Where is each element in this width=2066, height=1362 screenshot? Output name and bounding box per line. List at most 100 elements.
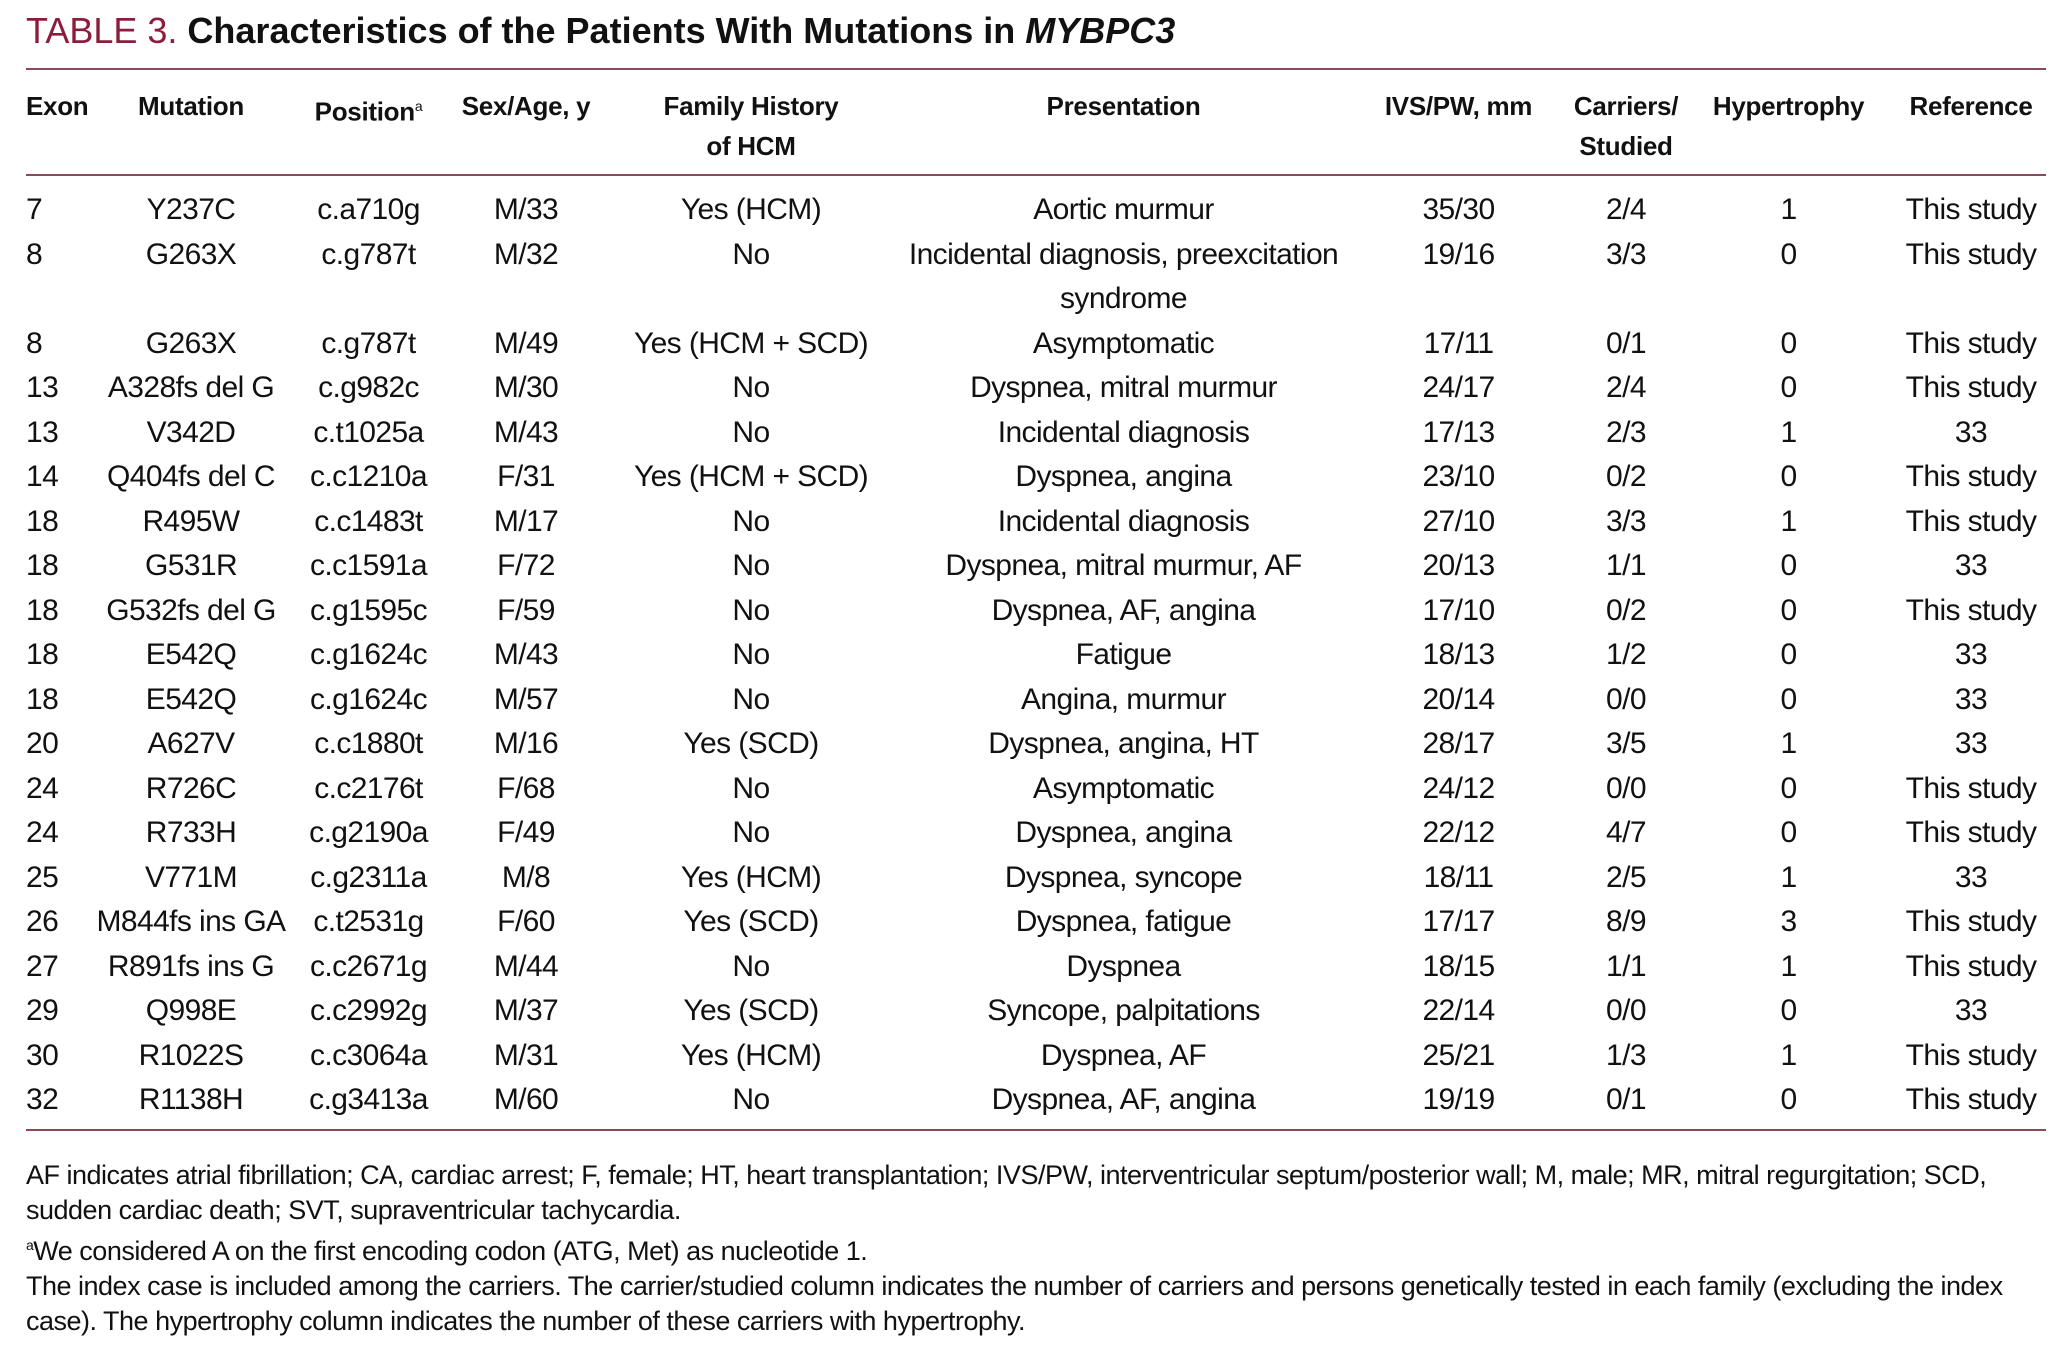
table-cell: M/17 <box>493 504 559 538</box>
table-cell: M/44 <box>493 949 559 983</box>
table-row: 14 Q404fs del C c.c1210a F/31 Yes (HCM + SCD… <box>26 455 2046 500</box>
table-cell: This study <box>1905 504 2037 538</box>
table-row: 18 E542Q c.g1624c M/57 No Angina, murmur 20/14… <box>26 678 2046 723</box>
table-cell: Q404fs del C <box>107 460 276 493</box>
table-cell: 0/2 <box>1606 460 1647 493</box>
table-cell: 0 <box>1780 638 1797 671</box>
table-cell: 13 <box>26 371 59 404</box>
table-cell: 33 <box>1954 549 1988 582</box>
table-cell: 1/2 <box>1606 638 1647 671</box>
table-cell: 0/1 <box>1571 1078 1681 1131</box>
table-cell: M/33 <box>493 193 559 226</box>
table-row: 13 V342D c.t1025a M/43 No Incidental diagnosi… <box>26 411 2046 456</box>
table-cell: 27 <box>26 949 59 983</box>
title-rule <box>26 68 2046 70</box>
table-cell: 0/0 <box>1606 682 1647 716</box>
table-cell: 18 <box>26 549 59 582</box>
table-cell: Incidental diagnosis, preexcitation synd… <box>908 237 1339 316</box>
table-cell: Yes (HCM) <box>680 860 822 894</box>
header-line: Hypertrophy <box>1712 91 1865 121</box>
table-cell: M/37 <box>493 994 559 1027</box>
table-cell: Fatigue <box>1075 638 1172 671</box>
table-cell: F/68 <box>497 771 555 805</box>
table-cell: 30 <box>26 1038 59 1072</box>
table-cell: 0 <box>1780 771 1797 805</box>
column-header: Family History of HCM <box>601 86 901 176</box>
table-cell: Asymptomatic <box>1032 326 1215 360</box>
footnote-text: The index case is included among the car… <box>26 1271 2003 1336</box>
table-cell: c.t1025a <box>313 415 424 449</box>
table-cell: Q998E <box>145 994 237 1027</box>
table-cell: 1 <box>1780 727 1797 760</box>
table-cell: 1/1 <box>1606 949 1647 983</box>
table-cell: A328fs del G <box>107 371 275 404</box>
table-cell: G263X <box>145 326 237 360</box>
table-cell: E542Q <box>145 682 237 716</box>
table-cell: M844fs ins GA <box>96 905 287 938</box>
table-cell: F/31 <box>497 460 555 493</box>
header-line: Mutation <box>138 91 244 121</box>
table-cell: c.g787t <box>321 326 416 360</box>
table-cell: 0 <box>1681 1078 1896 1131</box>
table-cell: Dyspnea, fatigue <box>1015 905 1232 938</box>
table-cell: M/60 <box>451 1078 601 1131</box>
table-cell: M/8 <box>501 860 551 894</box>
table-cell: F/49 <box>497 816 555 849</box>
table-cell: This study <box>1905 771 2037 805</box>
table-cell: This study <box>1905 816 2037 849</box>
column-header: Mutation <box>96 86 286 176</box>
table-cell: This study <box>1905 460 2037 493</box>
table-cell: 1 <box>1780 415 1797 449</box>
table-cell: 17/13 <box>1422 415 1495 449</box>
table-cell: Asymptomatic <box>1032 771 1215 805</box>
table-cell: 28/17 <box>1422 727 1495 760</box>
table-cell: Dyspnea <box>1066 949 1181 983</box>
table-cell: Dyspnea, AF <box>1040 1038 1207 1072</box>
table-cell: M/57 <box>493 682 559 716</box>
table-cell: F/72 <box>497 549 555 582</box>
table-cell: No <box>732 593 770 627</box>
table-cell: 18/13 <box>1422 638 1495 671</box>
table-cell: M/30 <box>493 371 559 404</box>
table-cell: 3/3 <box>1606 237 1647 271</box>
table-cell: 18/11 <box>1423 860 1494 894</box>
footnotes: AF indicates atrial fibrillation; CA, ca… <box>26 1158 2056 1339</box>
table-cell: This study <box>1896 1078 2046 1131</box>
table-cell: 2/3 <box>1606 415 1647 449</box>
header-line: Studied <box>1579 131 1673 161</box>
table-cell: Incidental diagnosis <box>997 504 1250 538</box>
table-cell: 13 <box>26 415 59 449</box>
table-row: 26 M844fs ins GA c.t2531g F/60 Yes (SCD) Dysp… <box>26 900 2046 945</box>
table-row: 8 G263X c.g787t M/32 No Incidental diagnosis,… <box>26 233 2046 322</box>
table-cell: 29 <box>26 994 59 1027</box>
table-row: 7 Y237C c.a710g M/33 Yes (HCM) Aortic murmur 3… <box>26 175 2046 233</box>
table-cell: M/32 <box>493 237 559 271</box>
table-cell: Yes (HCM) <box>680 1038 822 1072</box>
table-cell: 20/14 <box>1422 682 1495 716</box>
header-line: Exon <box>26 91 89 121</box>
column-header: IVS/PW, mm <box>1346 86 1571 176</box>
table-cell: 33 <box>1954 415 1988 449</box>
footnote-text: We considered A on the first encoding co… <box>33 1236 868 1266</box>
table-cell: No <box>732 682 770 716</box>
table-cell: Dyspnea, syncope <box>1004 860 1243 894</box>
table-cell: V342D <box>146 415 236 449</box>
table-cell: c.g1595c <box>310 593 428 627</box>
header-line: Presentation <box>1046 91 1201 121</box>
table-cell: 25 <box>26 860 59 894</box>
table-cell: c.c1483t <box>314 504 423 538</box>
table-cell: No <box>732 504 770 538</box>
table-cell: V771M <box>144 860 238 894</box>
table-cell: c.c2671g <box>310 949 428 983</box>
table-cell: 2/4 <box>1606 193 1647 226</box>
table-cell: No <box>732 638 770 671</box>
table-cell: Angina, murmur <box>1020 682 1227 716</box>
table-cell: R495W <box>142 504 240 538</box>
table-cell: G263X <box>145 237 237 271</box>
table-cell: Yes (HCM + SCD) <box>633 460 869 493</box>
table-cell: 3 <box>1780 905 1797 938</box>
header-line: Position <box>314 96 415 127</box>
table-cell: c.g3413a <box>286 1078 451 1131</box>
column-header: Sex/Age, y <box>451 86 601 176</box>
